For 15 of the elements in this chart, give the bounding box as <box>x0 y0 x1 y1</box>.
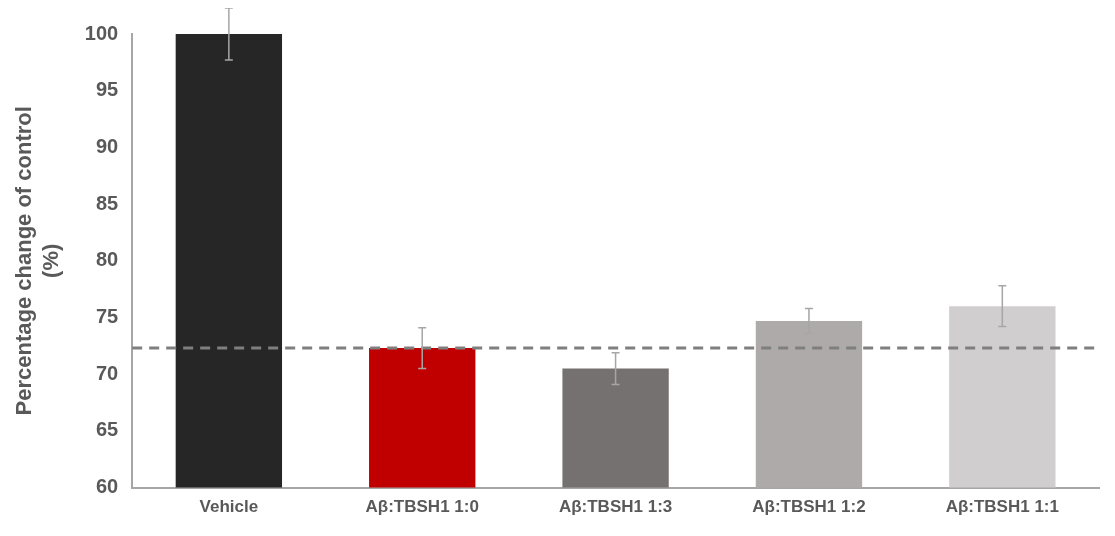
y-tick-label: 60 <box>95 475 119 498</box>
y-tick-label: 70 <box>95 361 119 384</box>
y-tick-label: 85 <box>95 191 119 214</box>
x-tick-label: Aβ:TBSH1 1:1 <box>945 497 1059 517</box>
y-tick-label: 80 <box>95 248 119 271</box>
x-tick-label: Aβ:TBSH1 1:0 <box>365 497 479 517</box>
y-tick-label: 100 <box>84 21 119 44</box>
y-tick-label: 90 <box>95 134 119 157</box>
y-tick-label: 65 <box>95 418 119 441</box>
x-tick-label: Vehicle <box>199 497 259 517</box>
y-tick-label: 95 <box>95 78 119 101</box>
x-tick-label: Aβ:TBSH1 1:3 <box>558 497 673 517</box>
y-tick-label: 75 <box>95 305 119 328</box>
x-tick-label: Aβ:TBSH1 1:2 <box>752 497 866 517</box>
y-axis-title: Percentage change of control (%) <box>11 106 63 416</box>
